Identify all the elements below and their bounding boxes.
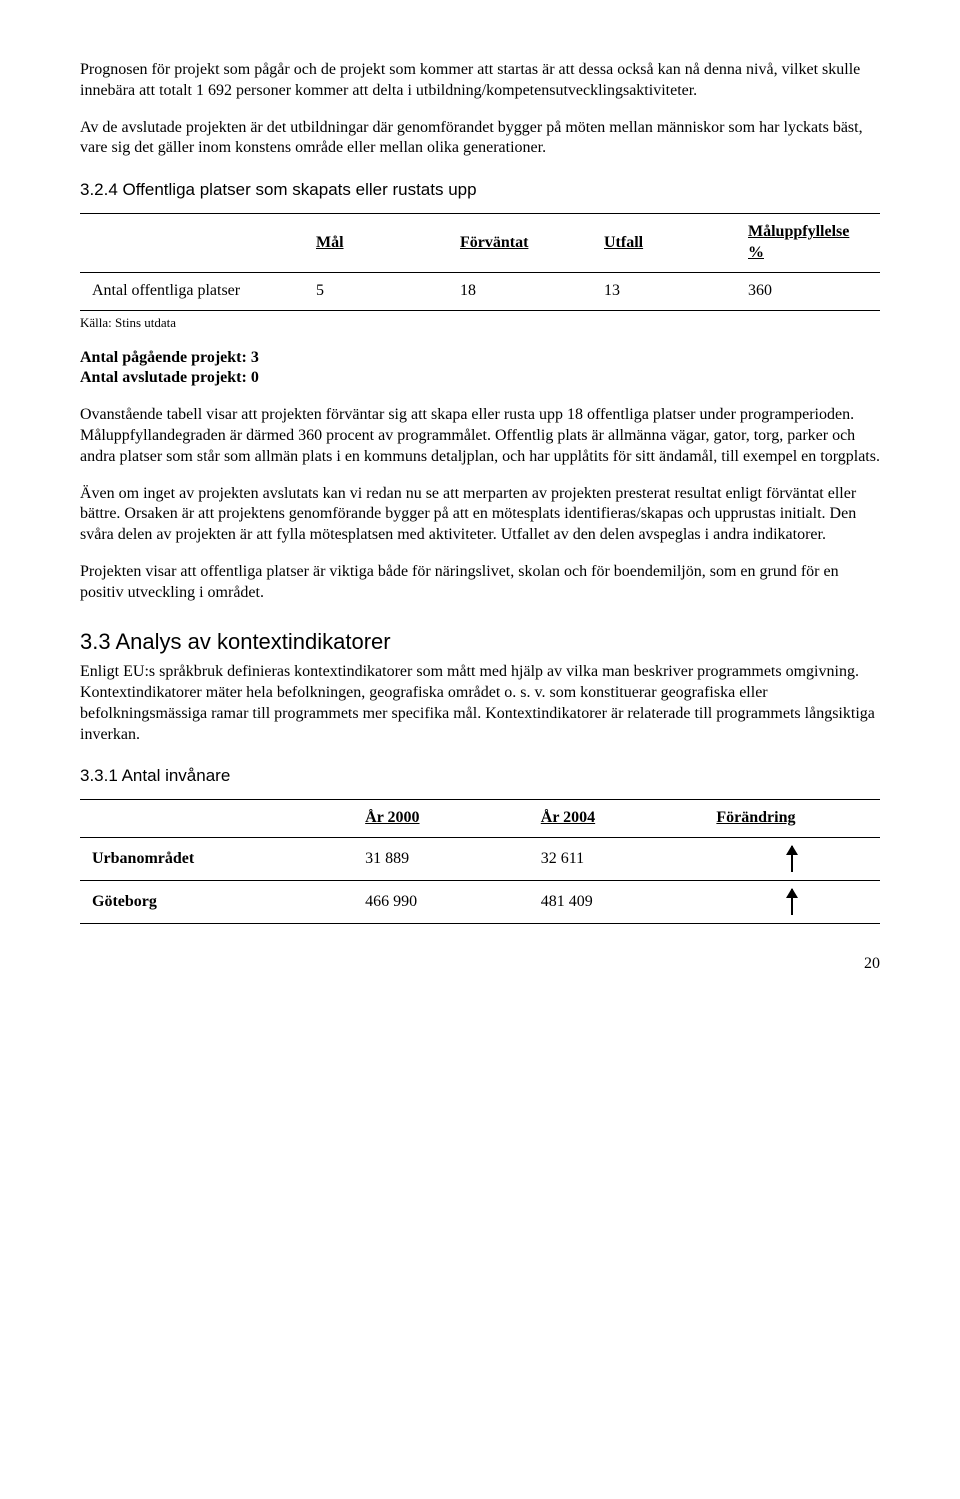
intro-paragraph-2: Av de avslutade projekten är det utbildn… — [80, 118, 880, 160]
section-324-p1: Ovanstående tabell visar att projekten f… — [80, 405, 880, 467]
pop-row-goteborg-2004: 481 409 — [529, 881, 705, 924]
ongoing-projects: Antal pågående projekt: 3 — [80, 348, 880, 369]
section-324-p3: Projekten visar att offentliga platser ä… — [80, 562, 880, 604]
pop-row-urban-2000: 31 889 — [353, 838, 529, 881]
pop-header-2000: År 2000 — [353, 800, 529, 838]
table-header-utfall: Utfall — [592, 214, 736, 273]
table-cell-mal: 5 — [304, 272, 448, 310]
heading-3-3-1: 3.3.1 Antal invånare — [80, 765, 880, 787]
table-source: Källa: Stins utdata — [80, 315, 880, 332]
section-33-p1: Enligt EU:s språkbruk definieras kontext… — [80, 662, 880, 745]
table-header-maluppfyllelse: Måluppfyllelse % — [736, 214, 880, 273]
pop-row-urban-2004: 32 611 — [529, 838, 705, 881]
table-cell-maluppfyllelse: 360 — [736, 272, 880, 310]
table-public-places: Mål Förväntat Utfall Måluppfyllelse % An… — [80, 213, 880, 310]
table-header-forvantat: Förväntat — [448, 214, 592, 273]
pop-header-2004: År 2004 — [529, 800, 705, 838]
pop-row-goteborg-2000: 466 990 — [353, 881, 529, 924]
table-cell-forvantat: 18 — [448, 272, 592, 310]
pop-row-urban-label: Urbanområdet — [80, 838, 353, 881]
finished-projects: Antal avslutade projekt: 0 — [80, 368, 880, 389]
table-cell-utfall: 13 — [592, 272, 736, 310]
arrow-up-icon — [791, 846, 793, 872]
pop-row-goteborg-change — [704, 881, 880, 924]
heading-3-3: 3.3 Analys av kontextindikatorer — [80, 628, 880, 657]
table-header-mal: Mål — [304, 214, 448, 273]
table-header-blank — [80, 214, 304, 273]
section-324-p2: Även om inget av projekten avslutats kan… — [80, 484, 880, 546]
pop-row-goteborg-label: Göteborg — [80, 881, 353, 924]
pop-header-change: Förändring — [704, 800, 880, 838]
table-population: År 2000 År 2004 Förändring Urbanområdet … — [80, 799, 880, 924]
page-number: 20 — [80, 954, 880, 975]
pop-header-blank — [80, 800, 353, 838]
pop-row-urban-change — [704, 838, 880, 881]
heading-3-2-4: 3.2.4 Offentliga platser som skapats ell… — [80, 179, 880, 201]
table-row-label: Antal offentliga platser — [80, 272, 304, 310]
arrow-up-icon — [791, 889, 793, 915]
intro-paragraph-1: Prognosen för projekt som pågår och de p… — [80, 60, 880, 102]
